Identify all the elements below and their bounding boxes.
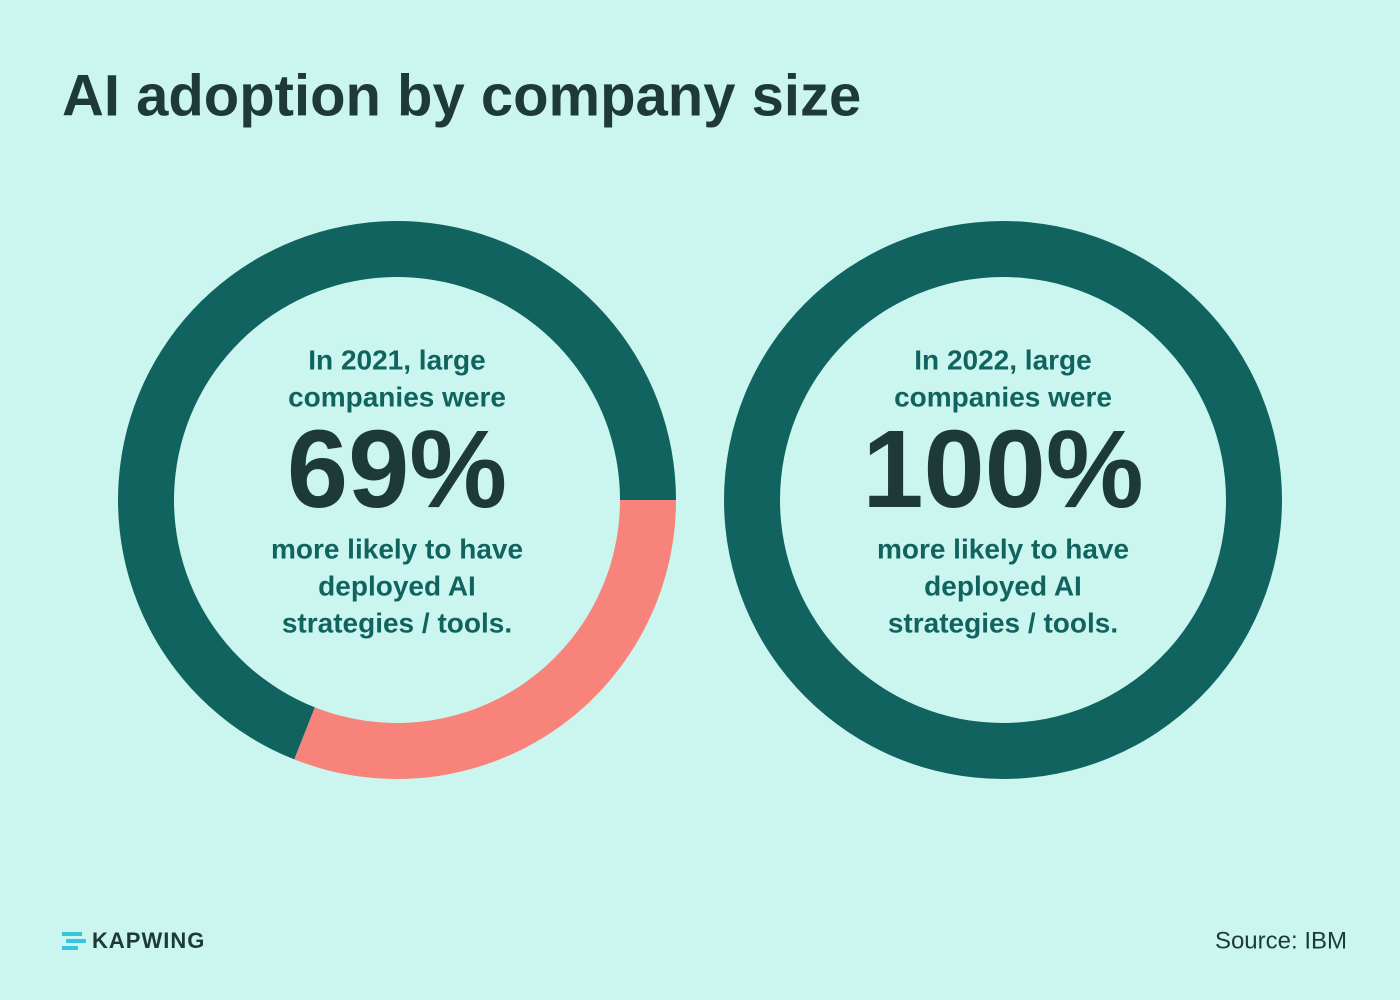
lead-text: companies were [894,381,1112,412]
lead-text: In 2022, large [914,344,1091,375]
value-label: 69% [287,408,507,531]
brand: KAPWING [92,928,205,953]
tail-text: more likely to have [271,533,523,564]
lead-text: companies were [288,381,506,412]
tail-text: deployed AI [924,570,1082,601]
value-label: 100% [862,408,1143,531]
source: Source: IBM [1215,927,1347,954]
tail-text: more likely to have [877,533,1129,564]
title: AI adoption by company size [62,63,861,128]
logo-icon [62,932,86,950]
donut-segment [294,500,676,779]
tail-text: strategies / tools. [888,607,1118,638]
lead-text: In 2021, large [308,344,485,375]
tail-text: strategies / tools. [282,607,512,638]
tail-text: deployed AI [318,570,476,601]
